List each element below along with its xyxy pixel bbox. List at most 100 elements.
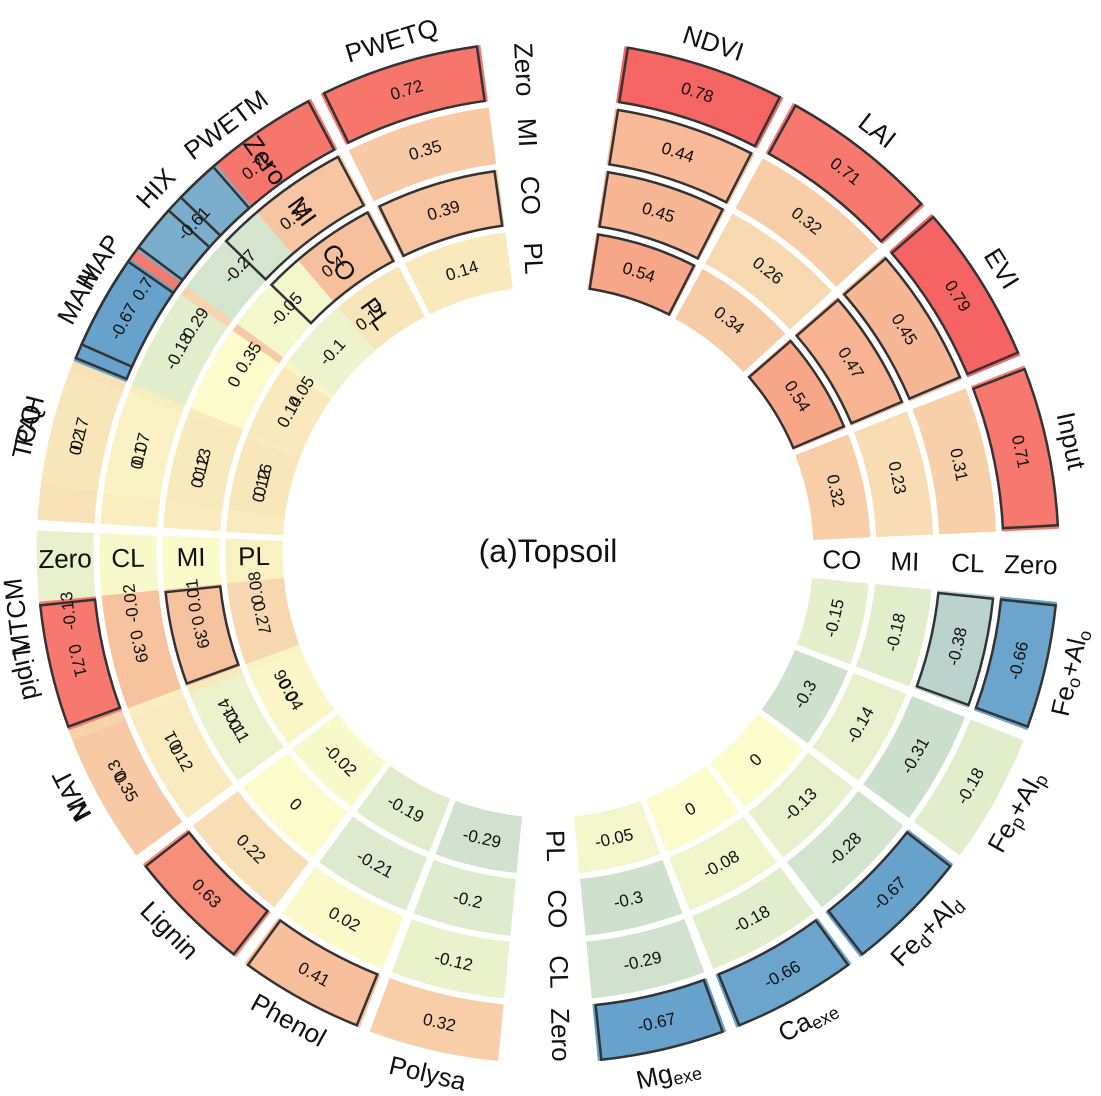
heat-cell — [369, 977, 504, 1062]
significant-cell-outline — [617, 46, 782, 148]
heat-cell — [103, 393, 182, 501]
heat-cell — [705, 213, 832, 330]
heat-cell — [794, 297, 904, 426]
significant-cell-outline — [890, 215, 1020, 376]
heat-cell — [888, 213, 1021, 378]
significant-cell-outline — [915, 591, 995, 707]
heat-cell — [281, 867, 404, 970]
heat-cell — [227, 577, 300, 665]
heat-cell — [748, 752, 854, 858]
ring-label: MI — [512, 117, 543, 147]
heat-cell — [709, 713, 804, 808]
significant-cell-outline — [971, 367, 1060, 530]
heat-cell — [913, 719, 1024, 856]
heat-cell — [165, 415, 241, 509]
cell-value-label: 0.1 — [127, 444, 151, 471]
ring-label: CO — [515, 175, 547, 215]
heat-cell — [72, 719, 183, 856]
ring-label: Zero — [508, 42, 541, 97]
heat-cell — [597, 170, 726, 261]
heat-cell — [855, 584, 932, 687]
ring-label: CL — [951, 548, 985, 579]
heat-cell — [795, 434, 871, 540]
ring-label: Zero — [1004, 549, 1058, 580]
heat-cell — [248, 366, 331, 453]
significant-cell-outline — [826, 830, 953, 957]
significant-cell-outline — [607, 108, 753, 204]
heat-cell — [413, 859, 516, 936]
significant-cell-outline — [794, 297, 904, 425]
significant-outline-layer — [38, 45, 1060, 1062]
significant-cell-outline — [377, 169, 504, 258]
cell-layer — [36, 44, 1059, 1062]
heat-cell — [580, 859, 683, 936]
heat-cell — [765, 102, 925, 245]
heat-cell — [192, 790, 310, 908]
ring-label: Zero — [545, 1008, 576, 1062]
heat-cell — [348, 107, 497, 202]
heat-cell — [135, 163, 253, 284]
heat-cell — [786, 790, 904, 908]
heat-cell — [242, 752, 348, 858]
heat-cell — [853, 411, 934, 538]
heat-cell — [668, 816, 777, 911]
heat-cell — [131, 294, 228, 406]
heat-cell — [292, 713, 387, 808]
ring-label: PL — [238, 541, 270, 571]
significant-cell-outline — [38, 598, 122, 729]
heat-cell — [164, 584, 241, 687]
heat-cell — [319, 816, 428, 911]
ring-label: CL — [544, 955, 575, 989]
heat-cell — [735, 158, 879, 288]
heat-cell — [376, 169, 505, 258]
heat-cell — [189, 672, 284, 781]
heat-cell — [101, 590, 182, 709]
cell-value-label: -0.02 — [119, 583, 143, 624]
variable-label: PAH — [8, 392, 50, 449]
heat-cell — [186, 211, 294, 321]
significant-cell-outline — [842, 256, 962, 401]
heat-cell — [142, 829, 271, 958]
ring-label: MI — [890, 546, 920, 577]
significant-cell-outline — [974, 598, 1058, 729]
heat-cell — [796, 577, 869, 665]
heat-cell — [244, 917, 381, 1028]
heat-cell — [747, 338, 846, 450]
heat-cell — [320, 44, 488, 145]
cell-value-label: 0.01 — [182, 578, 205, 613]
significant-cell-outline — [594, 978, 725, 1062]
heat-cell — [761, 649, 848, 744]
significant-cell-outline — [269, 210, 395, 325]
heat-cell — [287, 307, 376, 395]
ring-label: CL — [111, 543, 145, 573]
heat-cell — [356, 765, 451, 852]
heat-cell — [841, 255, 963, 402]
significant-cell-outline — [246, 918, 379, 1027]
heat-cell — [645, 765, 740, 852]
significant-cell-outline — [588, 233, 696, 317]
heat-cell — [228, 437, 300, 517]
significant-cell-outline — [224, 155, 366, 282]
heat-cell — [573, 800, 661, 873]
significant-cell-outline — [747, 339, 846, 450]
significant-cell-outline — [136, 164, 251, 282]
heat-cell — [586, 918, 705, 999]
heat-cell — [606, 108, 755, 205]
significant-cell-outline — [143, 830, 270, 957]
heat-cell — [912, 388, 997, 535]
heat-cell — [404, 232, 513, 315]
significant-cell-outline — [598, 170, 725, 261]
heat-cell — [692, 867, 815, 970]
variable-label: Mgexe — [633, 1051, 704, 1096]
significant-cell-outline — [717, 918, 850, 1027]
chart-title: (a)Topsoil — [479, 533, 618, 569]
ring-label: MI — [176, 542, 205, 572]
significant-cell-outline — [767, 103, 924, 244]
heat-cell — [812, 672, 907, 781]
ring-label: Zero — [38, 543, 92, 574]
heat-cell — [715, 917, 852, 1028]
heat-cell — [40, 370, 123, 492]
variable-label: Input — [1051, 409, 1093, 473]
variable-label: Feo+Alo — [1045, 626, 1096, 720]
